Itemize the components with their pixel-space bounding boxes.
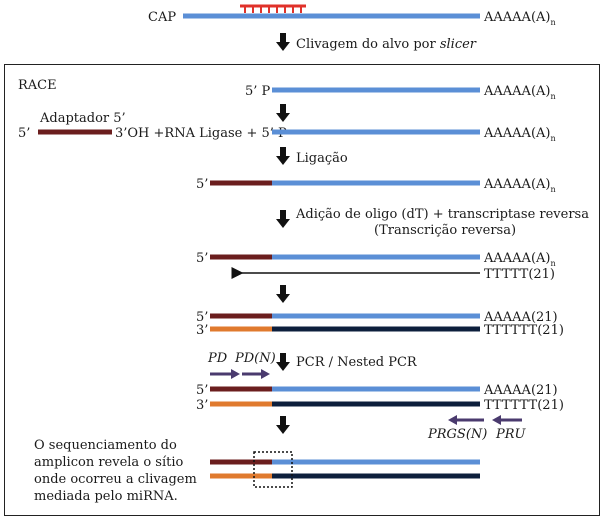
mirna	[240, 4, 306, 13]
seq-text-line-3: onde ocorreu a clivagem	[34, 472, 197, 487]
down-arrow-icon	[276, 33, 290, 51]
seq-text-line-2: amplicon revela o sítio	[34, 455, 183, 470]
down-arrow-icon	[276, 416, 290, 434]
primer-prgsn-label: PRGS(N)	[427, 427, 487, 442]
polya-label: AAAAA(A)n	[483, 10, 556, 27]
label-5: 5’	[196, 251, 208, 266]
cleavage-site-box	[253, 451, 293, 488]
primer-prgsn-arrow	[448, 415, 484, 425]
polya-label: AAAAA(A)n	[483, 251, 556, 268]
primer-pd-arrow	[210, 369, 240, 379]
cap-label: CAP	[148, 10, 176, 25]
adapter-title: Adaptador 5’	[39, 111, 126, 126]
step-cleavage: Clivagem do alvo por slicer	[296, 37, 477, 52]
label-3: 3’	[196, 398, 208, 413]
down-arrow-icon	[276, 285, 290, 303]
ttttt21-label: TTTTTT(21)	[484, 398, 564, 413]
primer-pdn-label: PD(N)	[234, 351, 276, 366]
race-box	[4, 64, 600, 516]
seq-text-line-1: O sequenciamento do	[34, 438, 177, 453]
ttttt21-label: TTTTTT(21)	[484, 323, 564, 338]
adapter-5-label: 5’	[18, 126, 30, 141]
down-arrow-icon	[276, 104, 290, 122]
ligase-label: 3’OH +RNA Ligase + 5’ P	[115, 126, 287, 141]
five-p-label: 5’ P	[245, 84, 271, 99]
label-5: 5’	[196, 177, 208, 192]
aaaaa21-label: AAAAA(21)	[483, 383, 558, 398]
race-title: RACE	[18, 78, 57, 93]
oligo-dt-label: TTTTT(21)	[484, 267, 555, 282]
label-5: 5’	[196, 383, 208, 398]
polya-label: AAAAA(A)n	[483, 126, 556, 143]
seq-text-line-4: mediada pelo miRNA.	[34, 489, 178, 504]
down-arrow-icon	[276, 147, 290, 165]
primer-pd-label: PD	[207, 351, 228, 366]
down-arrow-icon	[276, 353, 290, 371]
primer-pru-label: PRU	[495, 427, 527, 442]
label-5: 5’	[196, 310, 208, 325]
polya-label: AAAAA(A)n	[483, 177, 556, 194]
step-rt-line-2: (Transcrição reversa)	[374, 223, 516, 238]
primer-pru-arrow	[492, 415, 522, 425]
aaaaa21-label: AAAAA(21)	[483, 310, 558, 325]
step-ligation: Ligação	[296, 151, 348, 166]
step-rt-line-1: Adição de oligo (dT) + transcriptase rev…	[295, 207, 589, 222]
step-pcr: PCR / Nested PCR	[296, 355, 418, 370]
primer-pdn-arrow	[242, 369, 270, 379]
polya-label: AAAAA(A)n	[483, 84, 556, 101]
down-arrow-icon	[276, 210, 290, 228]
label-3: 3’	[196, 323, 208, 338]
